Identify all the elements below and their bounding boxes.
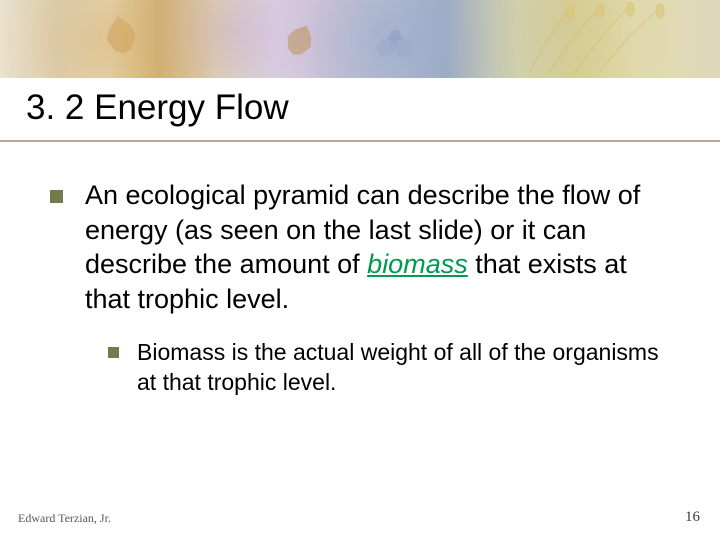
flower-icon bbox=[360, 8, 430, 70]
bullet-marker-icon bbox=[50, 190, 63, 203]
leaf-icon bbox=[97, 11, 146, 60]
grain-icon bbox=[520, 2, 680, 74]
highlight-term: biomass bbox=[367, 249, 468, 279]
bullet-text: An ecological pyramid can describe the f… bbox=[85, 178, 670, 316]
bullet-text: Biomass is the actual weight of all of t… bbox=[137, 338, 670, 397]
footer-author: Edward Terzian, Jr. bbox=[18, 511, 111, 526]
slide-title: 3. 2 Energy Flow bbox=[26, 88, 289, 128]
leaf-icon bbox=[276, 16, 324, 64]
slide-content: An ecological pyramid can describe the f… bbox=[50, 178, 670, 397]
bullet-marker-icon bbox=[108, 347, 119, 358]
bullet-level1: An ecological pyramid can describe the f… bbox=[50, 178, 670, 316]
bullet-level2: Biomass is the actual weight of all of t… bbox=[108, 338, 670, 397]
page-number: 16 bbox=[685, 509, 700, 526]
decorative-header-band bbox=[0, 0, 720, 78]
title-underline bbox=[0, 140, 720, 142]
